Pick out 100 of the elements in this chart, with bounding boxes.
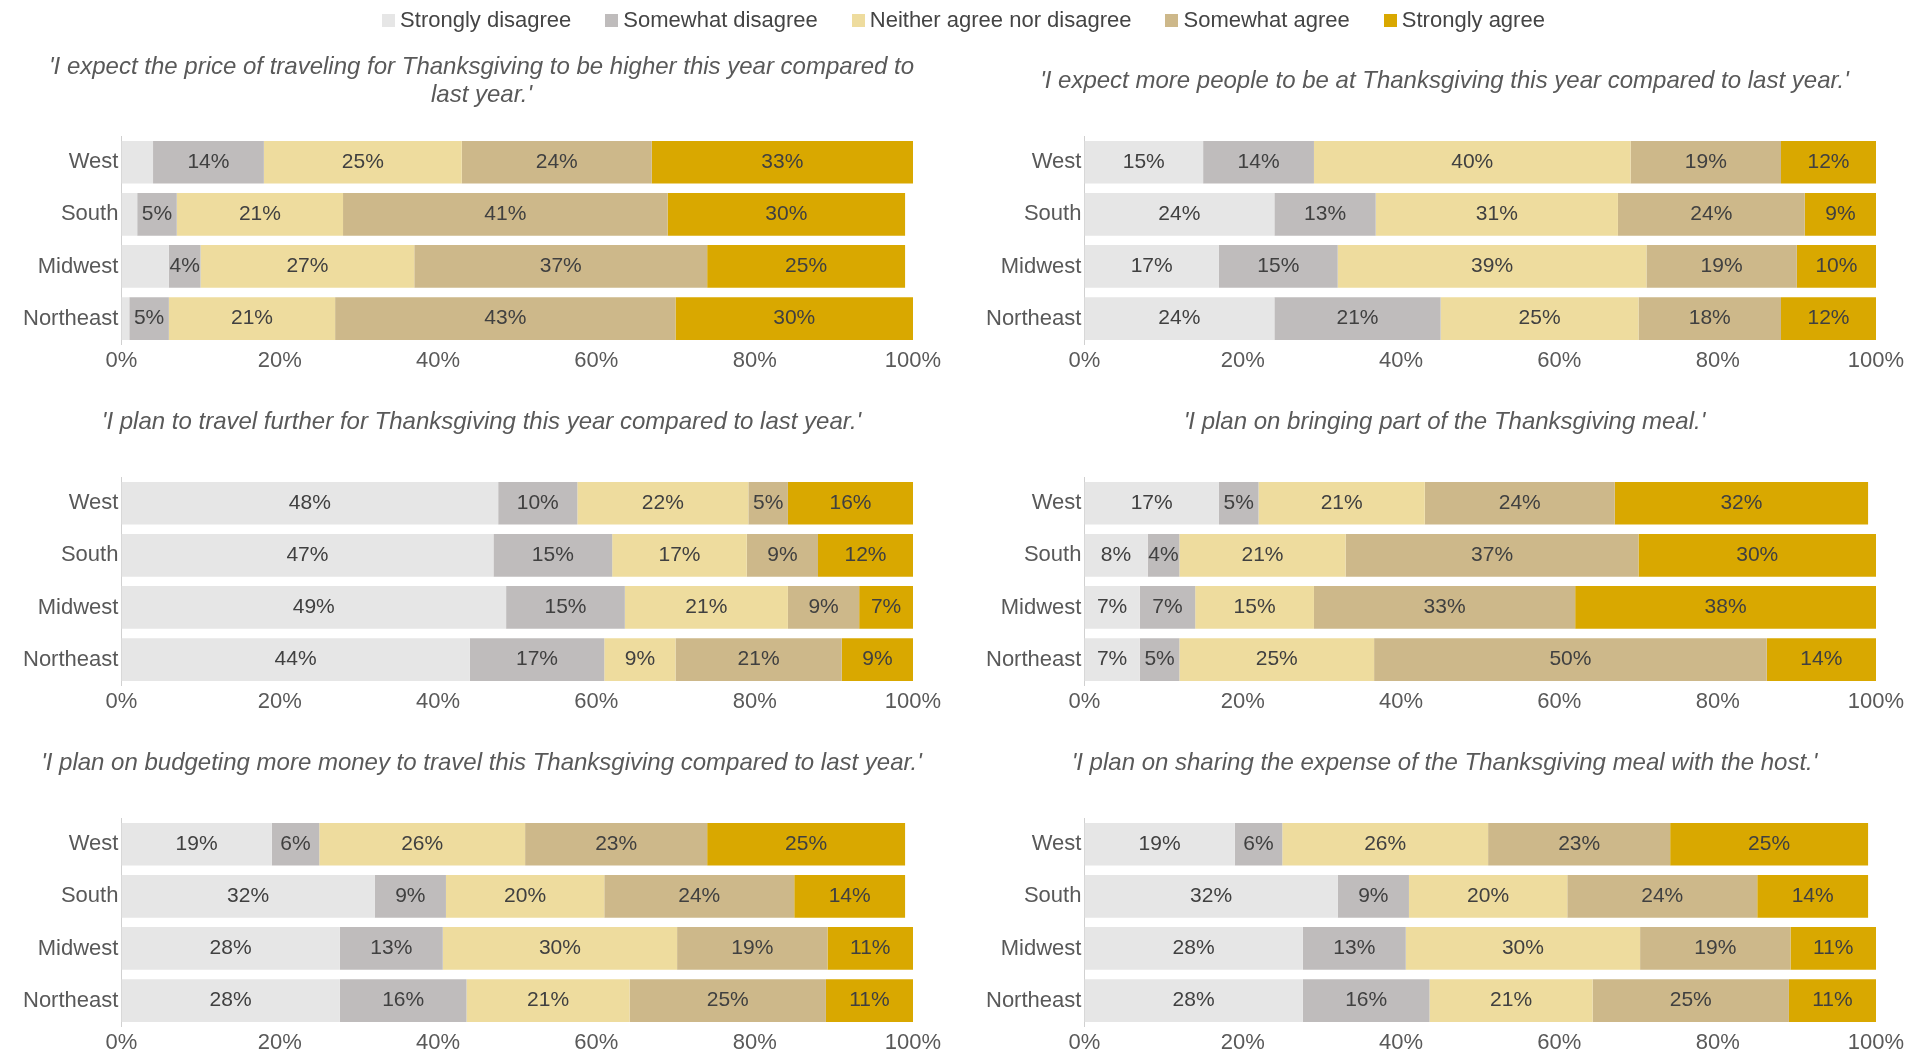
y-tick-label: South xyxy=(60,882,119,908)
x-tick-label: 60% xyxy=(1537,1028,1582,1054)
data-label: 30% xyxy=(773,305,816,329)
x-tick-label: 100% xyxy=(1847,1028,1905,1054)
bar xyxy=(1337,245,1647,288)
data-label: 28% xyxy=(209,987,252,1011)
bar xyxy=(629,979,826,1022)
x-tick-label: 60% xyxy=(574,346,619,372)
bar xyxy=(1424,481,1615,525)
bar xyxy=(1084,533,1148,577)
y-tick-label: Northeast xyxy=(22,645,119,671)
x-tick-label: 20% xyxy=(1220,346,1265,372)
data-label: 16% xyxy=(829,490,872,514)
x-tick-label: 100% xyxy=(1847,346,1905,372)
bar xyxy=(121,927,340,970)
data-label: 14% xyxy=(1800,646,1843,670)
bar xyxy=(1790,927,1876,970)
data-label: 5% xyxy=(141,201,173,225)
bar xyxy=(1614,481,1869,525)
bar xyxy=(1282,822,1489,866)
data-label: 21% xyxy=(737,646,780,670)
data-label: 12% xyxy=(1807,305,1850,329)
data-label: 24% xyxy=(1498,490,1541,514)
data-label: 30% xyxy=(1736,542,1779,566)
data-label: 33% xyxy=(1423,594,1466,618)
bar xyxy=(604,874,795,918)
chart-title: 'I expect more people to be at Thanksgiving this year compared to last year.' xyxy=(1039,65,1851,95)
data-label: 32% xyxy=(1190,883,1233,907)
data-label: 6% xyxy=(1243,831,1274,855)
bar xyxy=(121,638,470,681)
bar xyxy=(121,192,138,236)
bar xyxy=(624,586,788,629)
bar xyxy=(787,481,913,525)
data-label: 7% xyxy=(870,594,902,618)
data-label: 33% xyxy=(761,149,804,173)
data-label: 49% xyxy=(292,594,335,618)
y-tick-label: Midwest xyxy=(1000,593,1082,619)
data-label: 25% xyxy=(706,987,749,1011)
data-label: 9% xyxy=(862,646,893,670)
data-label: 20% xyxy=(504,883,547,907)
bar xyxy=(859,586,913,629)
x-tick-label: 60% xyxy=(1537,687,1582,713)
bar xyxy=(442,927,678,970)
legend-label: Neither agree nor disagree xyxy=(868,7,1132,33)
bar xyxy=(818,533,913,577)
data-label: 9% xyxy=(1358,883,1389,907)
bar xyxy=(787,586,860,629)
legend-label: Strongly agree xyxy=(1400,7,1545,33)
y-tick-label: West xyxy=(68,830,119,856)
data-label: 11% xyxy=(1812,987,1853,1011)
data-label: 11% xyxy=(849,987,890,1011)
y-tick-label: Midwest xyxy=(37,934,119,960)
y-tick-label: West xyxy=(1031,148,1082,174)
data-label: 23% xyxy=(1558,831,1601,855)
data-label: 10% xyxy=(516,490,559,514)
bar xyxy=(1804,192,1876,236)
bar xyxy=(841,638,913,681)
bar xyxy=(1084,979,1303,1022)
bar xyxy=(1440,297,1639,340)
x-tick-label: 40% xyxy=(1379,1028,1424,1054)
bar xyxy=(1313,140,1631,184)
bar xyxy=(667,192,906,236)
y-tick-label: South xyxy=(1023,541,1082,567)
bar xyxy=(1195,586,1314,629)
bar xyxy=(746,533,819,577)
x-tick-label: 40% xyxy=(1379,346,1424,372)
bar xyxy=(1084,192,1275,236)
data-label: 43% xyxy=(484,305,527,329)
data-label: 14% xyxy=(1237,149,1280,173)
bar xyxy=(121,481,499,525)
bar xyxy=(1408,874,1568,918)
data-label: 12% xyxy=(1807,149,1850,173)
data-label: 16% xyxy=(1345,987,1388,1011)
bar xyxy=(1567,874,1758,918)
bar xyxy=(1429,979,1593,1022)
x-tick-label: 40% xyxy=(416,1028,461,1054)
bar xyxy=(153,140,264,184)
x-tick-label: 100% xyxy=(884,1028,942,1054)
data-label: 44% xyxy=(274,646,317,670)
bar xyxy=(121,245,169,288)
data-label: 27% xyxy=(286,253,329,277)
x-tick-label: 60% xyxy=(1537,346,1582,372)
data-label: 25% xyxy=(785,831,828,855)
y-tick-label: Midwest xyxy=(1000,934,1082,960)
bar xyxy=(651,140,913,184)
y-tick-label: Midwest xyxy=(37,252,119,278)
data-label: 15% xyxy=(1122,149,1165,173)
bar xyxy=(168,297,336,340)
data-label: 22% xyxy=(641,490,684,514)
bar xyxy=(827,927,913,970)
bar xyxy=(1302,927,1406,970)
data-label: 41% xyxy=(484,201,527,225)
data-label: 25% xyxy=(1255,646,1298,670)
data-label: 25% xyxy=(785,253,828,277)
data-label: 40% xyxy=(1451,149,1494,173)
data-label: 25% xyxy=(1748,831,1791,855)
bar xyxy=(1781,297,1876,340)
x-tick-label: 0% xyxy=(1068,1028,1101,1054)
data-label: 28% xyxy=(1172,987,1215,1011)
data-label: 17% xyxy=(1130,253,1173,277)
